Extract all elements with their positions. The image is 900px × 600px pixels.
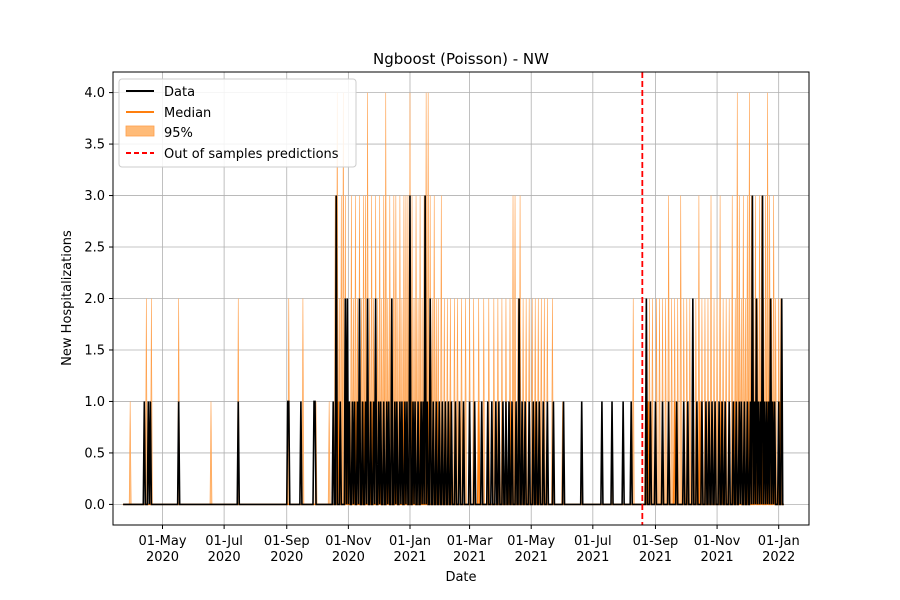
- y-tick-label: 4.0: [84, 86, 105, 101]
- x-tick-label: 01-Jan 2021: [389, 534, 431, 565]
- x-tick-label: 01-Sep 2020: [264, 534, 310, 565]
- x-tick-label: 01-Jul 2021: [574, 534, 612, 565]
- x-tick-label: 01-Jul 2020: [205, 534, 243, 565]
- x-tick-label: 01-Nov 2021: [694, 534, 741, 565]
- data-series: [123, 195, 784, 506]
- x-tick-label: 01-Sep 2021: [633, 534, 679, 565]
- y-tick-label: 0.5: [84, 446, 105, 461]
- legend-cutoff-label: Out of samples predictions: [164, 147, 339, 162]
- x-tick-label: 01-May 2020: [138, 534, 186, 565]
- y-axis-ticks: 0.0 0.5 1.0 1.5 2.0 2.5 3.0 3.5 4.0: [84, 86, 113, 513]
- x-tick-label: 01-Mar 2021: [447, 534, 493, 565]
- y-tick-label: 2.0: [84, 292, 105, 307]
- y-tick-label: 1.5: [84, 343, 105, 358]
- legend-data-label: Data: [164, 85, 195, 100]
- y-tick-label: 3.5: [84, 138, 105, 153]
- legend-band-swatch: [125, 125, 155, 137]
- x-tick-label: 01-Jan 2022: [758, 534, 800, 565]
- x-tick-label: 01-Nov 2020: [325, 534, 372, 565]
- y-tick-label: 3.0: [84, 189, 105, 204]
- y-tick-label: 1.0: [84, 395, 105, 410]
- y-tick-label: 2.5: [84, 241, 105, 256]
- data-line: [123, 195, 784, 506]
- y-axis-title: New Hospitalizations: [60, 230, 75, 366]
- legend-band-label: 95%: [164, 126, 193, 141]
- y-tick-label: 0.0: [84, 498, 105, 513]
- x-tick-label: 01-May 2021: [507, 534, 555, 565]
- x-axis-ticks: 01-May 2020 01-Jul 2020 01-Sep 2020 01-Nov 2020…: [138, 525, 800, 565]
- legend: Data Median 95% Out of samples predictio…: [118, 78, 357, 168]
- legend-median-label: Median: [164, 106, 211, 121]
- x-axis-title: Date: [445, 570, 476, 585]
- legend-box: [118, 78, 357, 168]
- chart-title: Ngboost (Poisson) - NW: [373, 50, 549, 68]
